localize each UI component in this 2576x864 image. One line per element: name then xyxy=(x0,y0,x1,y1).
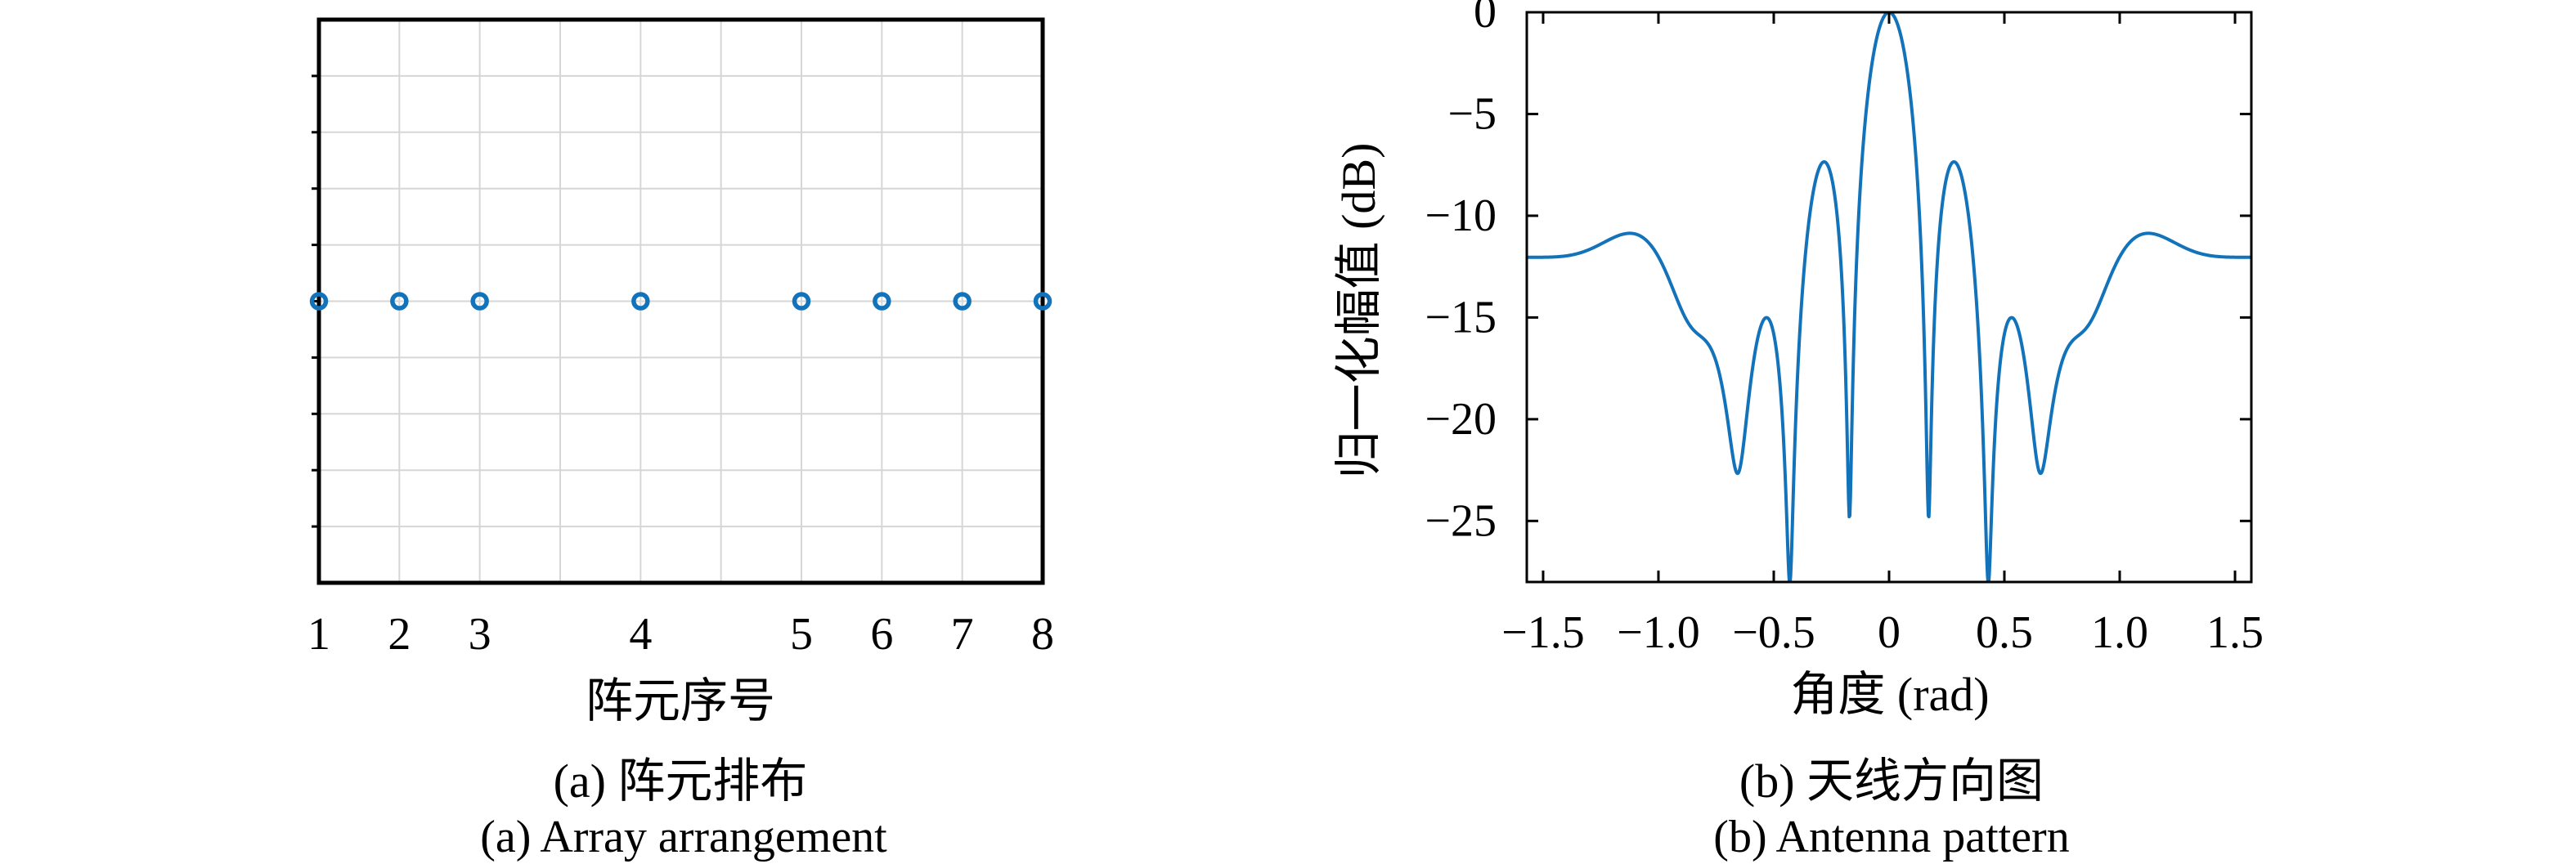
y-tick-labels: 0 −5 −10 −15 −20 −25 xyxy=(1425,0,1497,546)
x-tick-label: 7 xyxy=(951,609,974,660)
x-tick-label: −1.5 xyxy=(1501,607,1585,658)
x-tick-label: 1.0 xyxy=(2091,607,2148,658)
array-element-marker xyxy=(953,292,972,311)
chart-b-y-axis-title: 归一化幅值 (dB) xyxy=(1332,142,1386,479)
caption-a-chinese: (a) 阵元排布 xyxy=(553,754,808,808)
x-tick-label: 5 xyxy=(790,609,813,660)
x-tick-label: −1.0 xyxy=(1617,607,1700,658)
antenna-pattern-curve xyxy=(1527,12,2251,582)
caption-b-chinese: (b) 天线方向图 xyxy=(1739,754,2044,808)
array-element-marker xyxy=(873,292,891,311)
caption-b-english: (b) Antenna pattern xyxy=(1713,812,2070,863)
caption-a-english: (a) Array arrangement xyxy=(480,812,887,863)
y-tick-label: −15 xyxy=(1425,292,1497,342)
x-tick-label: 1 xyxy=(307,609,330,660)
x-tick-label: −0.5 xyxy=(1732,607,1815,658)
x-tick-label: 0 xyxy=(1878,607,1901,658)
y-tick-label: 0 xyxy=(1474,0,1497,38)
plot-box xyxy=(1525,11,2253,584)
y-tick-label: −10 xyxy=(1425,190,1497,241)
array-element-marker xyxy=(470,292,489,311)
array-element-marker xyxy=(1033,292,1052,311)
x-tick-label: 1.5 xyxy=(2206,607,2264,658)
chart-a-x-axis-title: 阵元序号 xyxy=(585,674,776,728)
x-tick-labels: −1.5 −1.0 −0.5 0 0.5 1.0 1.5 xyxy=(1501,607,2264,658)
x-tick-labels: 1 2 3 4 5 6 7 8 xyxy=(307,609,1054,660)
array-element-marker xyxy=(390,292,409,311)
y-tick-label: −5 xyxy=(1447,88,1497,139)
axis-ticks xyxy=(1527,11,2251,582)
array-element-marker xyxy=(309,292,329,311)
x-tick-label: 2 xyxy=(388,609,411,660)
x-tick-label: 6 xyxy=(870,609,893,660)
x-tick-label: 0.5 xyxy=(1976,607,2033,658)
y-tick-label: −20 xyxy=(1425,394,1497,445)
chart-b-x-axis-title: 角度 (rad) xyxy=(1790,668,1990,722)
y-tick-label: −25 xyxy=(1425,495,1497,546)
array-element-marker xyxy=(631,292,650,311)
array-element-markers xyxy=(309,292,1052,311)
x-tick-label: 8 xyxy=(1031,609,1054,660)
x-tick-label: 4 xyxy=(629,609,652,660)
array-element-marker xyxy=(792,292,811,311)
x-tick-label: 3 xyxy=(469,609,491,660)
